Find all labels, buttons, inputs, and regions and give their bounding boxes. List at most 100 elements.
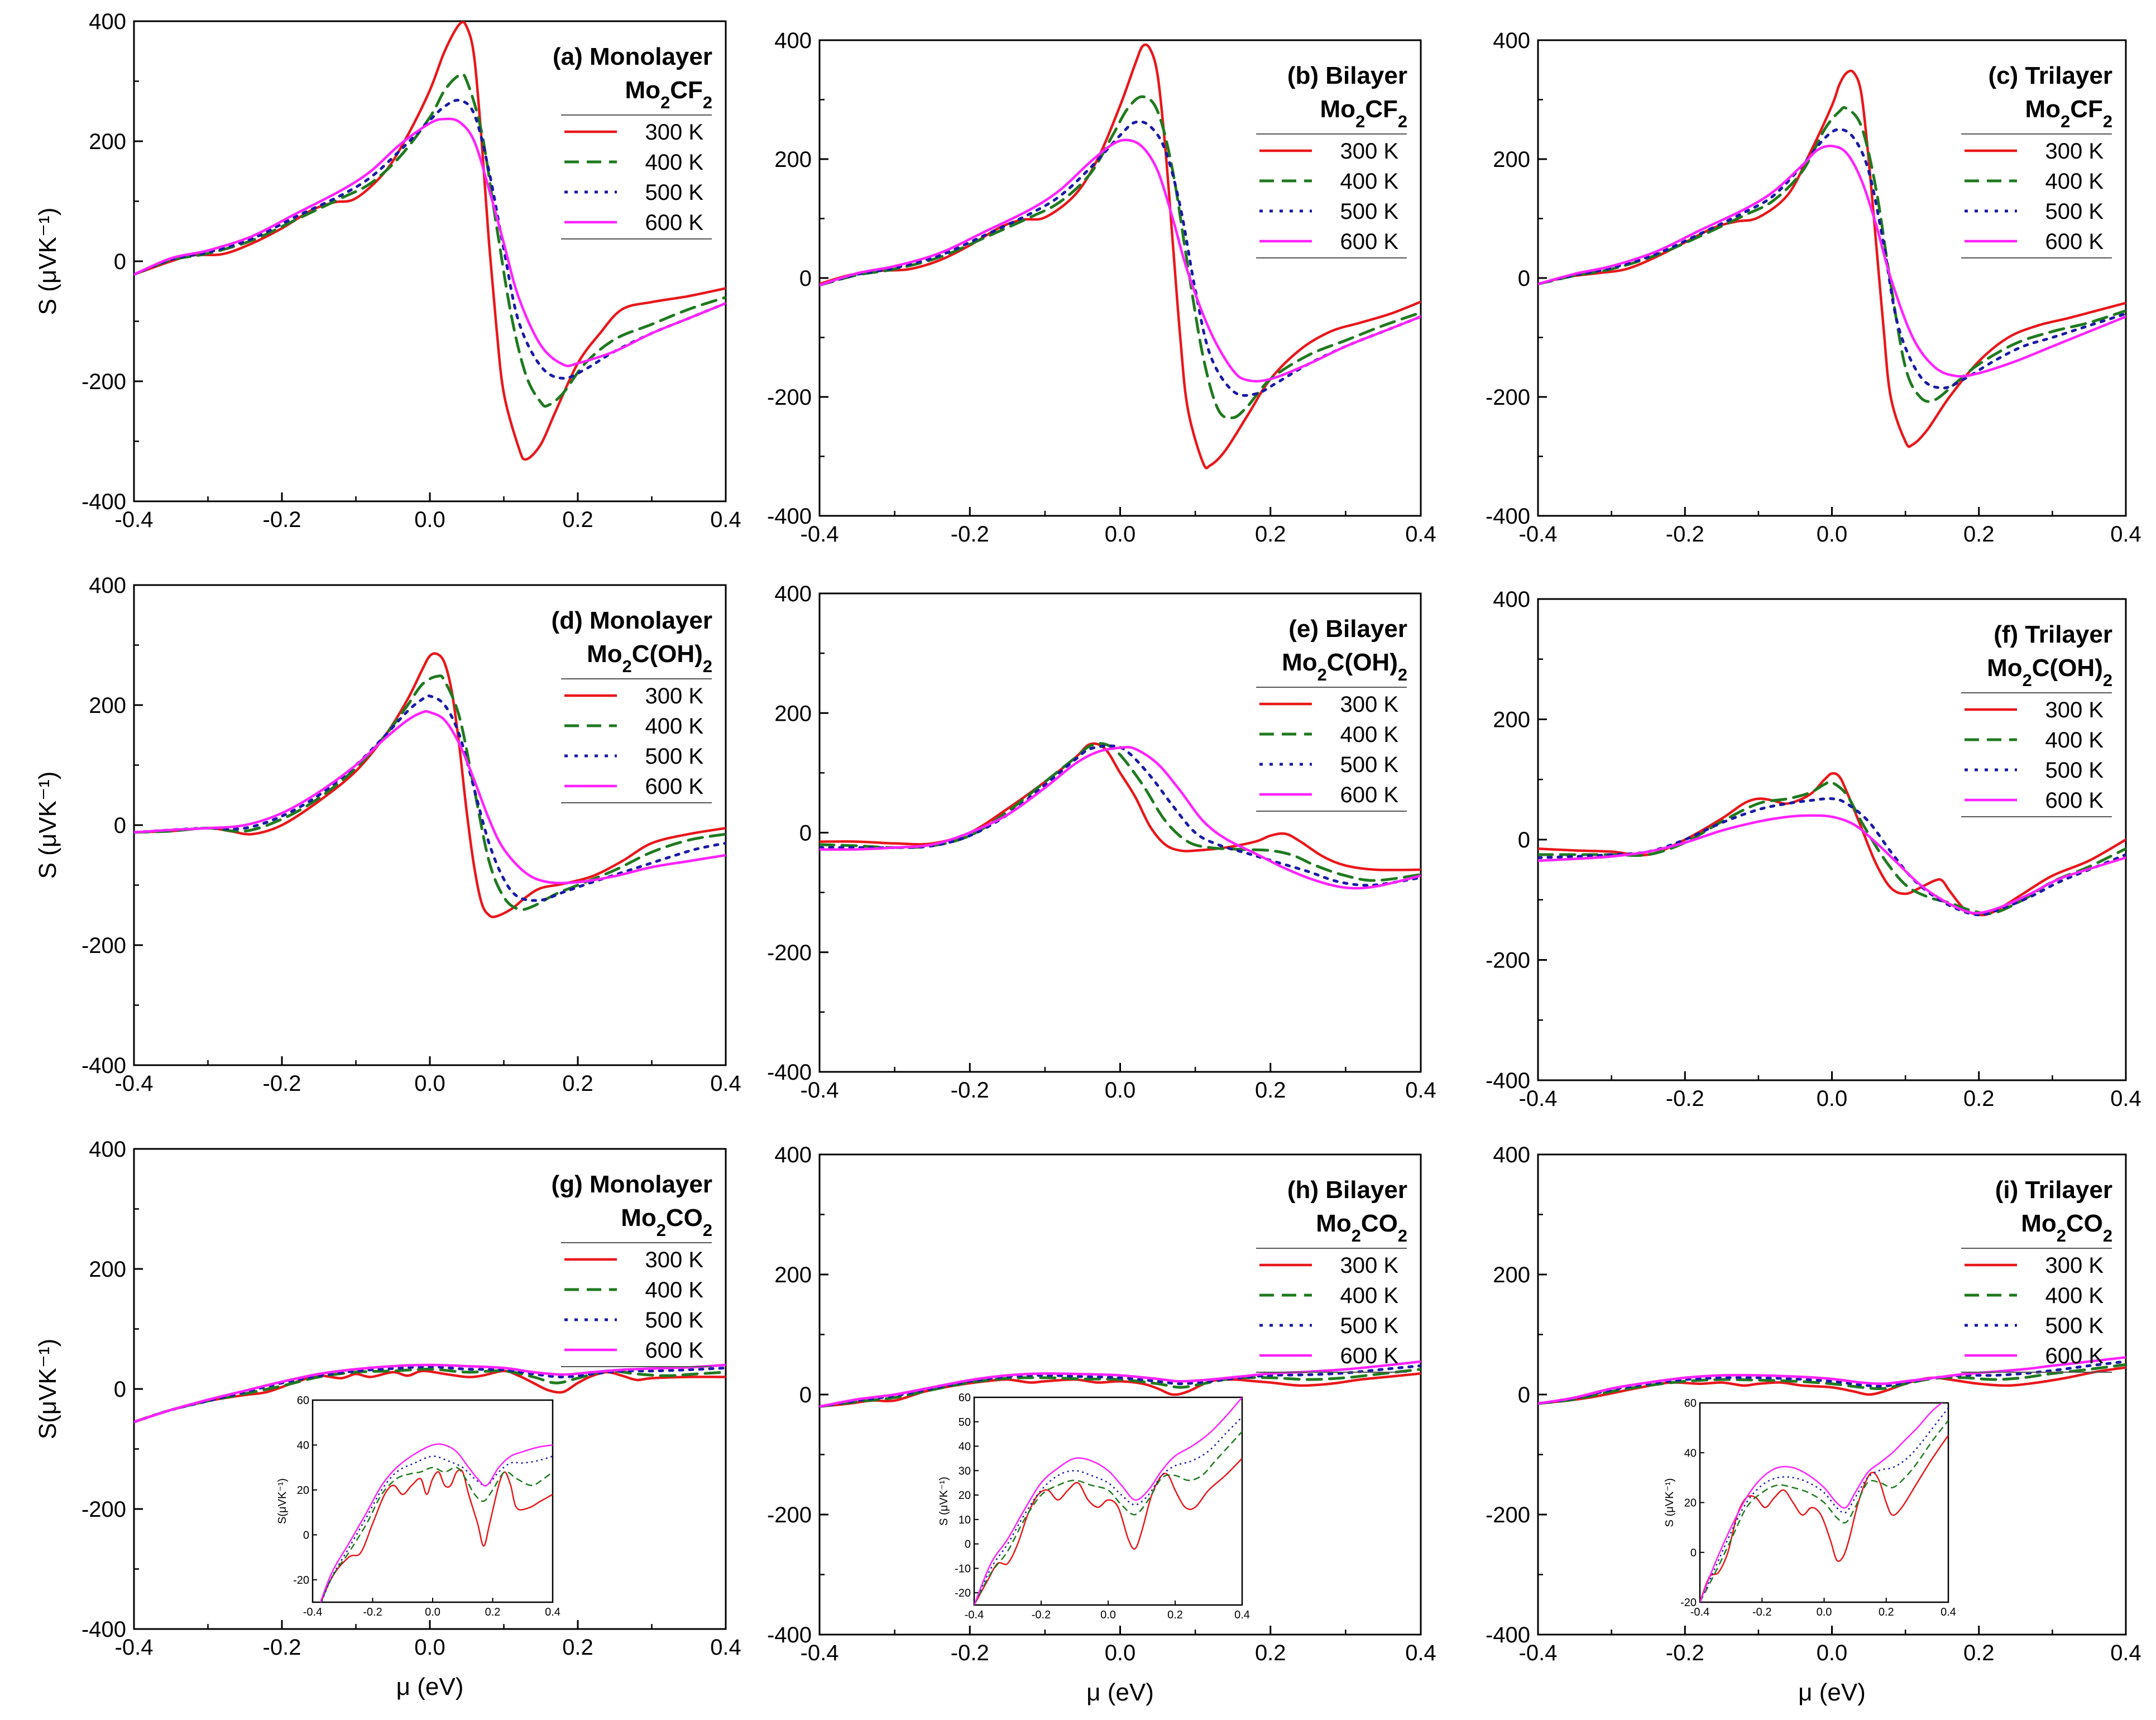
x-tick-label: 0.4 — [710, 507, 741, 532]
x-tick-label: 0.0 — [1105, 522, 1136, 547]
y-tick-label: -400 — [767, 1623, 812, 1647]
inset-series-group — [974, 1397, 1242, 1605]
inset-x-tick-label: 0.0 — [1817, 1606, 1832, 1618]
legend: 300 K 400 K 500 K 600 K — [1961, 1248, 2112, 1373]
legend: 300 K 400 K 500 K 600 K — [561, 678, 712, 803]
y-tick-label: 200 — [774, 1263, 812, 1287]
chart-panel-a: -0.4 -0.2 0.0 0.2 0.4 -400 -200 0 200 400 (a) Mono… — [34, 9, 741, 532]
inset-series-line-400k — [1700, 1420, 1948, 1602]
inset-x-tick-label: 0.0 — [1100, 1609, 1116, 1621]
inset-x-tick-label: 0.2 — [1879, 1606, 1894, 1618]
x-tick-label: 0.2 — [1963, 1086, 1995, 1111]
panel-material: Mo2C(OH)2 — [1282, 649, 1407, 684]
series-group — [134, 652, 726, 918]
y-axis-label: S (μVK⁻¹) — [34, 208, 61, 315]
x-tick-label: -0.4 — [115, 1071, 154, 1096]
y-tick-label: 200 — [1493, 708, 1530, 732]
chart-panel-e: -0.4 -0.2 0.0 0.2 0.4 -400 -200 0 200 400 (e) Bila… — [767, 582, 1436, 1103]
y-tick-label: 0 — [1518, 266, 1530, 291]
legend-label: 500 K — [1340, 1314, 1398, 1338]
series-group — [820, 1360, 1421, 1408]
panel-title: (f) Trilayer — [1994, 621, 2112, 648]
series-group — [1538, 69, 2126, 448]
y-tick-label: 400 — [1493, 587, 1530, 612]
panel-title: (a) Monolayer — [553, 43, 712, 70]
panel-title: (c) Trilayer — [1988, 62, 2112, 89]
x-tick-label: 0.4 — [2110, 1641, 2141, 1665]
y-tick-label: -200 — [1486, 1503, 1530, 1527]
x-tick-label: -0.4 — [801, 522, 839, 547]
inset-series-line-600k — [974, 1397, 1242, 1605]
inset-y-tick-label: 60 — [1684, 1397, 1697, 1410]
legend-label: 300 K — [2045, 139, 2104, 164]
y-tick-label: -400 — [82, 1053, 126, 1078]
y-tick-label: 400 — [774, 1143, 812, 1167]
inset-y-tick-label: 60 — [959, 1392, 971, 1404]
inset-y-tick-label: 0 — [1690, 1547, 1697, 1559]
series-line-500k — [134, 694, 726, 902]
inset-y-tick-label: 20 — [297, 1484, 309, 1497]
series-group — [820, 43, 1421, 469]
panel-material: Mo2CF2 — [2025, 95, 2112, 131]
legend-label: 300 K — [2045, 1253, 2104, 1278]
y-tick-label: -200 — [1486, 385, 1530, 410]
y-tick-label: 0 — [114, 813, 126, 838]
y-axis-label: S (μVK⁻¹) — [34, 772, 61, 879]
inset-series-line-600k — [1700, 1403, 1943, 1602]
x-tick-label: -0.4 — [1519, 1641, 1558, 1665]
chart-panel-d: -0.4 -0.2 0.0 0.2 0.4 -400 -200 0 200 400 (d) Mono… — [34, 573, 741, 1096]
chart-panel-b: -0.4 -0.2 0.0 0.2 0.4 -400 -200 0 200 400 (b) Bila… — [767, 28, 1436, 547]
inset-series-line-500k — [974, 1416, 1242, 1605]
x-tick-label: -0.2 — [263, 1071, 301, 1096]
x-tick-label: -0.2 — [1666, 1086, 1704, 1111]
y-tick-label: -200 — [82, 1497, 126, 1522]
series-line-400k — [820, 742, 1421, 882]
series-line-500k — [134, 1365, 726, 1424]
y-tick-label: 200 — [89, 1257, 126, 1282]
legend: 300 K 400 K 500 K 600 K — [1256, 1248, 1407, 1373]
x-tick-label: 0.0 — [414, 1071, 445, 1096]
y-tick-label: 0 — [799, 266, 812, 291]
y-tick-label: -400 — [82, 490, 126, 514]
panel-material: Mo2CO2 — [1316, 1210, 1407, 1245]
inset-series-line-300k — [1700, 1435, 1948, 1602]
series-line-500k — [820, 1364, 1421, 1408]
panel-material: Mo2CO2 — [2021, 1210, 2112, 1245]
inset-frame — [973, 1396, 1243, 1606]
series-line-300k — [1538, 1366, 2126, 1405]
inset-chart: -0.4 -0.2 0.0 0.2 0.4 -20 0 20 40 60 S(μVK⁻¹) — [276, 1395, 560, 1618]
series-group — [134, 21, 726, 461]
panel-material: Mo2C(OH)2 — [1987, 654, 2112, 690]
legend-label: 600 K — [1340, 1344, 1398, 1368]
x-tick-label: 0.4 — [2110, 522, 2141, 547]
x-tick-label: -0.4 — [1519, 522, 1558, 547]
inset-series-line-300k — [974, 1458, 1242, 1605]
legend-label: 400 K — [2045, 169, 2104, 194]
series-line-400k — [1538, 780, 2126, 916]
series-line-400k — [1538, 1363, 2126, 1405]
x-axis-label: μ (eV) — [396, 1673, 464, 1700]
series-line-500k — [820, 120, 1421, 397]
x-axis-label: μ (eV) — [1086, 1679, 1154, 1706]
series-group — [1538, 772, 2126, 917]
y-tick-label: 400 — [89, 1137, 126, 1162]
legend-label: 500 K — [2045, 1314, 2104, 1338]
x-tick-label: 0.0 — [414, 507, 445, 532]
x-tick-label: -0.4 — [115, 507, 154, 532]
series-line-400k — [134, 674, 726, 911]
series-line-300k — [134, 1369, 726, 1424]
inset-y-tick-label: 0 — [965, 1539, 971, 1551]
y-tick-label: 200 — [774, 147, 812, 172]
legend-label: 500 K — [2045, 199, 2104, 224]
y-tick-label: 200 — [1493, 1263, 1530, 1287]
y-tick-label: 0 — [114, 1377, 126, 1402]
legend: 300 K 400 K 500 K 600 K — [1256, 133, 1407, 258]
series-line-500k — [1538, 128, 2126, 390]
legend: 300 K 400 K 500 K 600 K — [1961, 133, 2112, 258]
chart-panel-c: -0.4 -0.2 0.0 0.2 0.4 -400 -200 0 200 400 (c) Tril… — [1486, 28, 2141, 547]
legend: 300 K 400 K 500 K 600 K — [1256, 687, 1407, 812]
y-tick-label: 400 — [774, 582, 812, 606]
